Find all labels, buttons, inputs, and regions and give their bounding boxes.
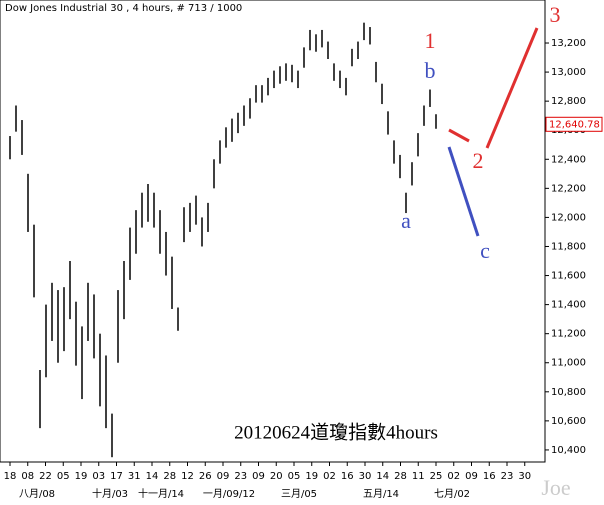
x-tick-label: 28	[394, 471, 407, 482]
wave-label: c	[480, 238, 490, 263]
x-tick-label: 22	[39, 471, 52, 482]
y-tick-label: 12,000	[551, 212, 586, 223]
price-box	[545, 116, 603, 132]
y-tick-label: 10,400	[551, 445, 586, 456]
wave-label: 2	[473, 148, 484, 173]
x-tick-label: 09	[252, 471, 265, 482]
x-tick-label: 08	[21, 471, 34, 482]
x-tick-label: 31	[128, 471, 141, 482]
plot-frame	[0, 0, 546, 463]
x-tick-label: 19	[305, 471, 318, 482]
y-tick-label: 10,800	[551, 387, 586, 398]
x-tick-label: 18	[4, 471, 17, 482]
x-tick-label: 26	[199, 471, 212, 482]
wave-label: 3	[550, 2, 561, 27]
x-tick-label: 14	[376, 471, 389, 482]
x-tick-label: 03	[92, 471, 105, 482]
month-label: 一月/09/12	[203, 488, 255, 500]
y-tick-label: 13,200	[551, 38, 586, 49]
x-tick-label: 02	[447, 471, 460, 482]
x-tick-label: 20	[270, 471, 283, 482]
y-tick-label: 12,800	[551, 96, 586, 107]
month-label: 十月/03	[92, 487, 128, 500]
wave-line	[448, 128, 470, 143]
y-tick-label: 12,400	[551, 154, 586, 165]
x-tick-label: 23	[501, 471, 514, 482]
y-tick-label: 11,400	[551, 300, 586, 311]
x-tick-label: 09	[465, 471, 478, 482]
x-tick-label: 05	[57, 471, 70, 482]
x-tick-label: 09	[217, 471, 230, 482]
wave-line	[485, 27, 539, 149]
month-label: 十一月/14	[138, 487, 184, 500]
wave-line	[447, 146, 480, 237]
x-tick-label: 05	[288, 471, 301, 482]
chart-title: Dow Jones Industrial 30 , 4 hours, # 713…	[5, 3, 242, 14]
y-tick-label: 12,200	[551, 183, 586, 194]
y-tick-label: 11,200	[551, 329, 586, 340]
x-tick-label: 25	[430, 471, 443, 482]
y-tick-label: 11,000	[551, 358, 586, 369]
x-tick-label: 16	[341, 471, 354, 482]
month-label: 三月/05	[281, 488, 317, 500]
caption: 20120624道瓊指數4hours	[234, 421, 438, 443]
x-tick-label: 16	[483, 471, 496, 482]
month-label: 五月/14	[363, 488, 399, 500]
x-tick-label: 14	[146, 471, 159, 482]
x-tick-label: 12	[181, 471, 194, 482]
x-tick-label: 17	[110, 471, 123, 482]
x-tick-label: 30	[518, 471, 531, 482]
wave-label: 1	[425, 28, 436, 53]
y-tick-label: 10,600	[551, 416, 586, 427]
x-tick-label: 19	[75, 471, 88, 482]
x-tick-label: 30	[359, 471, 372, 482]
x-tick-label: 23	[234, 471, 247, 482]
x-tick-label: 28	[163, 471, 176, 482]
y-tick-label: 13,000	[551, 67, 586, 78]
x-tick-label: 11	[412, 471, 425, 482]
month-label: 八月/08	[19, 488, 55, 500]
y-tick-label: 11,600	[551, 271, 586, 282]
wave-label: b	[425, 58, 436, 83]
x-tick-label: 02	[323, 471, 336, 482]
month-label: 七月/02	[434, 488, 470, 500]
watermark: Joe	[541, 475, 570, 500]
y-tick-label: 11,800	[551, 241, 586, 252]
wave-label: a	[401, 208, 411, 233]
price-label: 12,640.78	[549, 119, 600, 130]
